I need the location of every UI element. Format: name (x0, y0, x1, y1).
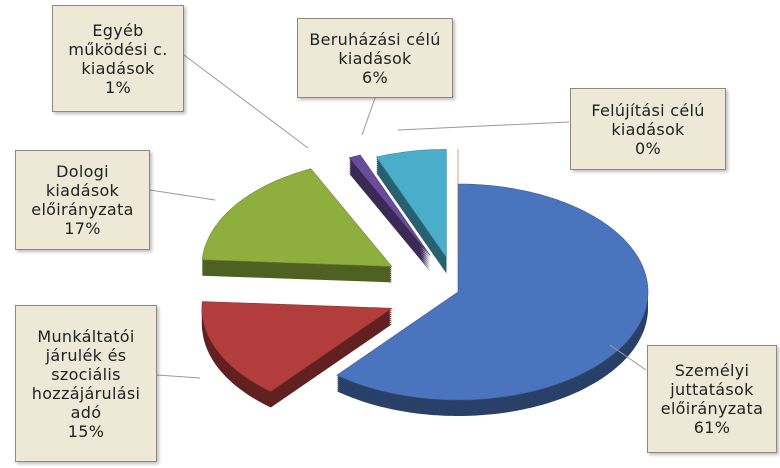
category-label: Személyi juttatások előirányzata (660, 361, 764, 418)
leader-line (183, 54, 309, 149)
category-label: Beruházási célú kiadások (309, 29, 441, 68)
slice (201, 301, 393, 392)
leader-line (361, 97, 376, 136)
slice (201, 168, 393, 267)
data-label: Személyi juttatások előirányzata 61% (647, 345, 777, 453)
data-label: Dologi kiadások előirányzata 17% (15, 150, 150, 250)
value-label: 61% (693, 418, 731, 437)
data-label: Felújítási célú kiadások 0% (570, 88, 726, 170)
value-label: 6% (362, 67, 388, 87)
category-label: Felújítási célú kiadások (591, 100, 705, 139)
value-label: 17% (64, 219, 101, 238)
leader-line (149, 189, 216, 201)
data-label: Egyéb működési c. kiadások 1% (52, 5, 184, 112)
value-label: 1% (105, 77, 131, 97)
leader-line (156, 374, 201, 379)
slice (336, 183, 649, 401)
category-label: Dologi kiadások előirányzata (31, 162, 134, 219)
value-label: 15% (67, 421, 105, 441)
category-label: Egyéb működési c. kiadások (68, 20, 168, 78)
data-label: Munkáltatói járulék és szociális hozzájá… (15, 305, 157, 462)
value-label: 0% (635, 138, 661, 158)
leader-line (397, 121, 570, 131)
slice (348, 154, 431, 256)
data-label: Beruházási célú kiadások 6% (297, 18, 453, 98)
slice (375, 149, 447, 259)
leader-line (609, 344, 647, 371)
category-label: Munkáltatói járulék és szociális hozzájá… (31, 326, 141, 422)
